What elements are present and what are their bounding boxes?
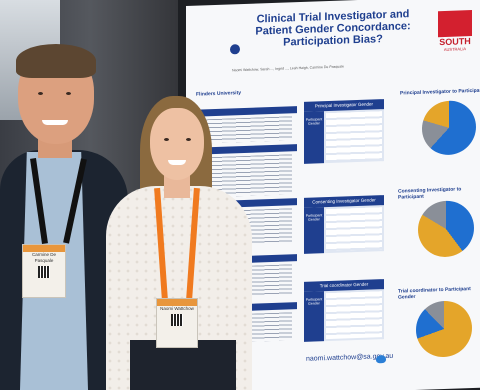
twitter-icon [376,355,386,364]
south-australia-logo-icon: SOUTH AUSTRALIA [432,10,478,53]
woman-face [150,108,204,180]
results-table: Consenting Investigator Gender Participa… [304,195,384,254]
pie-chart [418,199,474,258]
results-table: Principal Investigator Gender Participan… [304,99,384,164]
flinders-logo-icon [230,44,240,55]
poster-authors: Naomi Wattchow, Sarah ..., Ingrid ..., L… [232,64,344,73]
poster-title: Clinical Trial Investigator and Patient … [255,8,411,49]
man-hair [16,44,96,78]
pie-chart [422,99,476,156]
name-badge: Naomi Wattchow [156,298,198,348]
results-table: Trial coordinator Gender Participant Gen… [304,279,384,342]
table-header: Principal Investigator Gender [304,99,384,112]
chart-caption: Principal Investigator to Participant [400,87,480,97]
qr-code-icon [171,314,183,326]
poster-section-bar [194,106,297,117]
chart-caption: Trial coordinator to Participant Gender [398,286,471,301]
qr-code-icon [38,266,50,278]
table-header: Trial coordinator Gender [304,279,384,292]
table-side-label: Participant Gender [304,207,324,254]
badge-name: Carmine De Pasquale [31,252,56,263]
chart-caption: Consenting Investigator to Participant [398,186,462,201]
name-badge: Carmine De Pasquale [22,244,66,298]
table-header: Consenting Investigator Gender [304,195,384,208]
table-side-label: Participant Gender [304,111,324,164]
pie-chart [416,300,472,358]
table-side-label: Participant Gender [304,291,324,342]
university-name: Flinders University [196,90,242,98]
badge-name: Naomi Wattchow [160,306,194,311]
